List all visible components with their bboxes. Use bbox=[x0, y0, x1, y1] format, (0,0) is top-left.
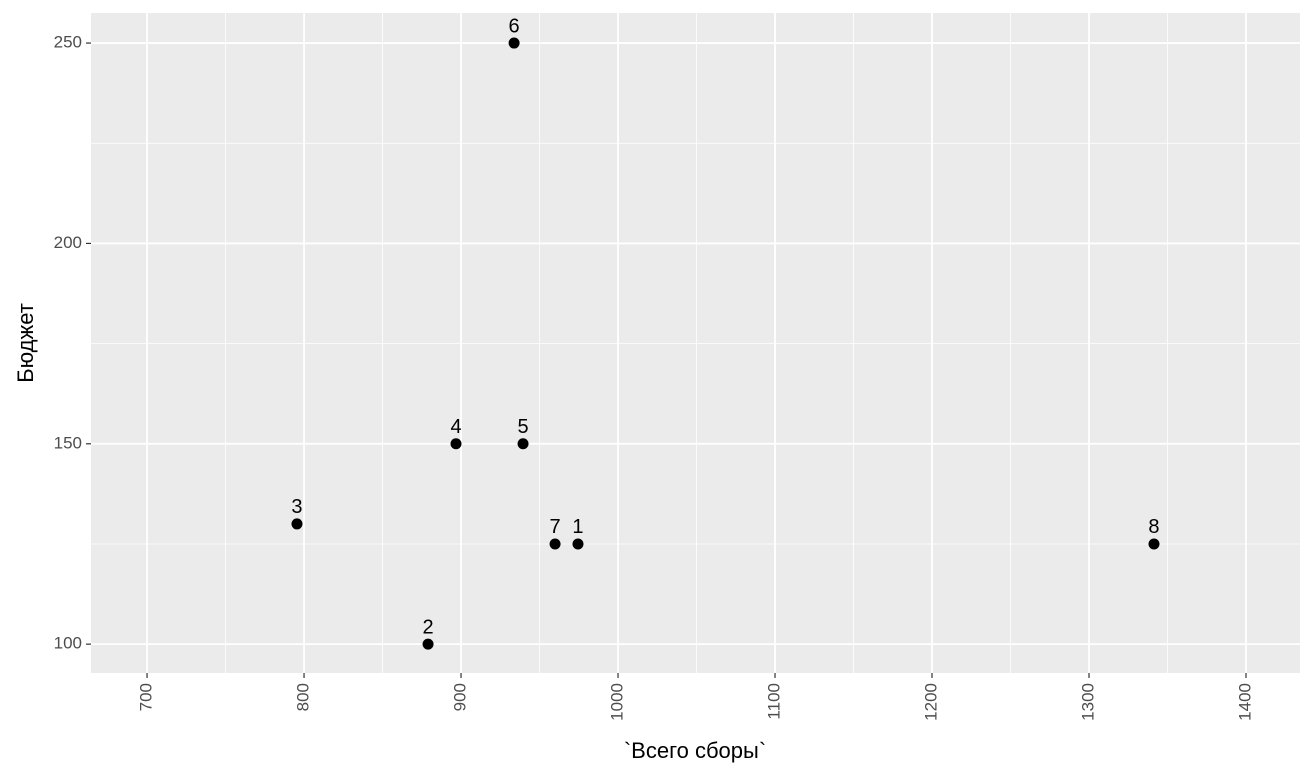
point bbox=[291, 518, 303, 530]
plot-panel bbox=[91, 13, 1300, 673]
point-label: 2 bbox=[423, 616, 434, 638]
x-tick-label: 900 bbox=[451, 683, 470, 711]
point-label: 5 bbox=[517, 416, 528, 438]
point bbox=[549, 538, 561, 550]
y-tick-label: 150 bbox=[54, 433, 82, 452]
x-tick-label: 700 bbox=[137, 683, 156, 711]
y-tick-label: 100 bbox=[54, 634, 82, 653]
point-label: 8 bbox=[1148, 516, 1159, 538]
x-tick-label: 1400 bbox=[1235, 683, 1254, 721]
point bbox=[572, 538, 584, 550]
x-tick-label: 1100 bbox=[765, 683, 784, 720]
x-tick-label: 1000 bbox=[608, 683, 627, 721]
point-label: 6 bbox=[509, 15, 520, 37]
point bbox=[1148, 538, 1160, 550]
y-tick-label: 200 bbox=[54, 233, 82, 252]
point-label: 4 bbox=[450, 416, 461, 438]
x-tick-label: 1200 bbox=[921, 683, 940, 721]
point bbox=[422, 638, 434, 650]
point bbox=[517, 438, 529, 450]
x-axis-title: `Всего сборы` bbox=[624, 738, 766, 763]
point-label: 3 bbox=[291, 496, 302, 518]
x-tick-label: 800 bbox=[294, 683, 313, 711]
y-axis-title: Бюджет bbox=[13, 303, 38, 383]
point-label: 1 bbox=[572, 516, 583, 538]
y-tick-label: 250 bbox=[54, 33, 82, 52]
point bbox=[508, 37, 520, 49]
point-label: 7 bbox=[550, 516, 561, 538]
x-tick-label: 1300 bbox=[1078, 683, 1097, 721]
point bbox=[450, 438, 462, 450]
